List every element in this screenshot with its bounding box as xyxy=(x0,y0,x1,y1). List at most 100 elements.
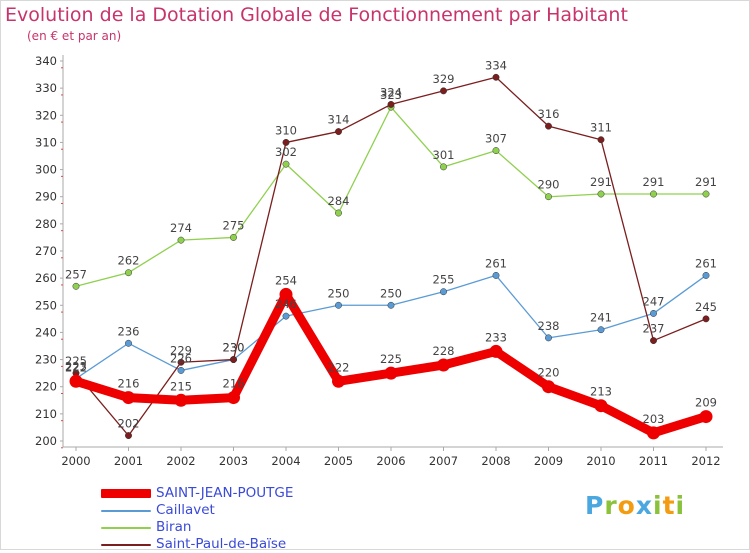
data-label: 324 xyxy=(380,85,402,99)
data-label: 307 xyxy=(485,132,507,146)
data-label: 203 xyxy=(643,412,665,426)
data-point-biran xyxy=(72,282,80,290)
data-point-saint-jean-poutge xyxy=(647,426,660,440)
y-tick-label: 250 xyxy=(35,298,57,312)
data-point-caillavet xyxy=(492,271,500,279)
data-label: 261 xyxy=(485,256,507,270)
data-point-biran xyxy=(492,147,500,155)
data-label: 228 xyxy=(433,344,455,358)
legend-label: SAINT-JEAN-POUTGE xyxy=(156,485,294,501)
data-label: 237 xyxy=(643,322,665,336)
x-tick-label: 2010 xyxy=(586,454,615,468)
y-tick-label: 300 xyxy=(35,163,57,177)
y-tick-label: 230 xyxy=(35,353,57,367)
data-point-saint-jean-poutge xyxy=(594,399,608,413)
proxiti-logo: Proxiti xyxy=(585,491,685,520)
data-label: 257 xyxy=(65,267,87,281)
x-tick-label: 2005 xyxy=(324,454,353,468)
data-label: 290 xyxy=(538,178,560,192)
y-tick-label: 310 xyxy=(35,135,57,149)
data-label: 230 xyxy=(223,341,245,355)
data-label: 250 xyxy=(380,286,402,300)
data-point-saint-jean-poutge xyxy=(122,391,135,405)
data-label: 261 xyxy=(695,256,717,270)
data-label: 323 xyxy=(380,88,402,102)
data-point-saint-paul-de-baise xyxy=(177,358,185,366)
data-label: 222 xyxy=(65,360,87,374)
data-point-saint-paul-de-baise xyxy=(335,128,342,136)
data-label: 246 xyxy=(275,297,297,311)
logo-letter: x xyxy=(635,491,653,520)
data-point-caillavet xyxy=(545,334,552,342)
data-point-saint-jean-poutge xyxy=(69,374,83,388)
y-tick-label: 290 xyxy=(35,190,57,204)
data-point-saint-paul-de-baise xyxy=(545,122,552,130)
data-label: 230 xyxy=(223,341,245,355)
data-label: 245 xyxy=(695,300,717,314)
legend-swatch xyxy=(101,489,151,498)
data-point-saint-jean-poutge xyxy=(542,380,555,394)
data-label: 215 xyxy=(170,379,192,393)
data-point-saint-jean-poutge xyxy=(437,358,450,372)
data-point-saint-paul-de-baise xyxy=(650,337,657,345)
data-point-biran xyxy=(282,160,290,168)
chart-subtitle: (en € et par an) xyxy=(27,29,122,43)
x-tick-label: 2008 xyxy=(481,454,510,468)
logo-letter: i xyxy=(675,491,686,520)
data-label: 255 xyxy=(433,273,455,287)
data-label: 329 xyxy=(433,72,455,86)
data-label: 225 xyxy=(65,354,87,368)
y-tick-label: 260 xyxy=(35,271,57,285)
data-label: 220 xyxy=(538,366,560,380)
data-label: 225 xyxy=(380,352,402,366)
data-point-saint-paul-de-baise xyxy=(125,432,132,440)
legend-swatch xyxy=(101,509,151,512)
data-point-caillavet xyxy=(597,326,605,334)
data-point-saint-paul-de-baise xyxy=(282,138,290,146)
logo-letter: i xyxy=(653,491,663,520)
y-tick-label: 270 xyxy=(35,244,57,258)
legend-label: Biran xyxy=(156,519,192,535)
data-point-biran xyxy=(335,209,342,217)
y-tick-label: 280 xyxy=(35,217,57,231)
x-tick-label: 2011 xyxy=(639,454,668,468)
legend-label: Caillavet xyxy=(156,502,215,518)
data-label: 241 xyxy=(590,311,612,325)
data-label: 334 xyxy=(485,58,507,72)
data-label: 213 xyxy=(590,385,612,399)
data-point-saint-paul-de-baise xyxy=(597,136,605,144)
data-point-biran xyxy=(125,269,132,277)
data-label: 222 xyxy=(328,360,350,374)
data-label: 284 xyxy=(328,194,350,208)
data-point-caillavet xyxy=(125,339,132,347)
data-label: 311 xyxy=(590,121,612,135)
legend-item-biran: Biran xyxy=(101,519,293,536)
logo-letter: r xyxy=(604,491,618,520)
data-point-caillavet xyxy=(440,288,447,296)
data-point-biran xyxy=(440,163,447,171)
data-point-saint-paul-de-baise xyxy=(492,73,500,81)
y-tick-label: 210 xyxy=(35,407,57,421)
data-point-caillavet xyxy=(650,309,657,317)
x-tick-label: 2012 xyxy=(691,454,720,468)
data-point-saint-paul-de-baise xyxy=(702,315,710,323)
y-tick-label: 320 xyxy=(35,108,57,122)
data-label: 310 xyxy=(275,123,297,137)
data-point-saint-jean-poutge xyxy=(384,366,398,380)
data-point-saint-paul-de-baise xyxy=(230,356,237,364)
data-point-saint-jean-poutge xyxy=(227,391,240,405)
data-label: 247 xyxy=(643,294,665,308)
data-label: 316 xyxy=(538,107,560,121)
x-tick-label: 2006 xyxy=(376,454,405,468)
data-point-caillavet xyxy=(282,312,290,320)
y-tick-label: 220 xyxy=(35,380,57,394)
chart-title: Evolution de la Dotation Globale de Fonc… xyxy=(5,4,628,26)
legend-label: Saint-Paul-de-Baïse xyxy=(156,536,287,552)
data-label: 229 xyxy=(170,343,192,357)
data-label: 226 xyxy=(170,351,192,365)
legend-item-saint-jean-poutge: SAINT-JEAN-POUTGE xyxy=(101,485,293,502)
data-point-saint-jean-poutge xyxy=(332,374,345,388)
y-tick-label: 240 xyxy=(35,325,57,339)
x-tick-label: 2000 xyxy=(61,454,90,468)
data-label: 216 xyxy=(223,377,245,391)
